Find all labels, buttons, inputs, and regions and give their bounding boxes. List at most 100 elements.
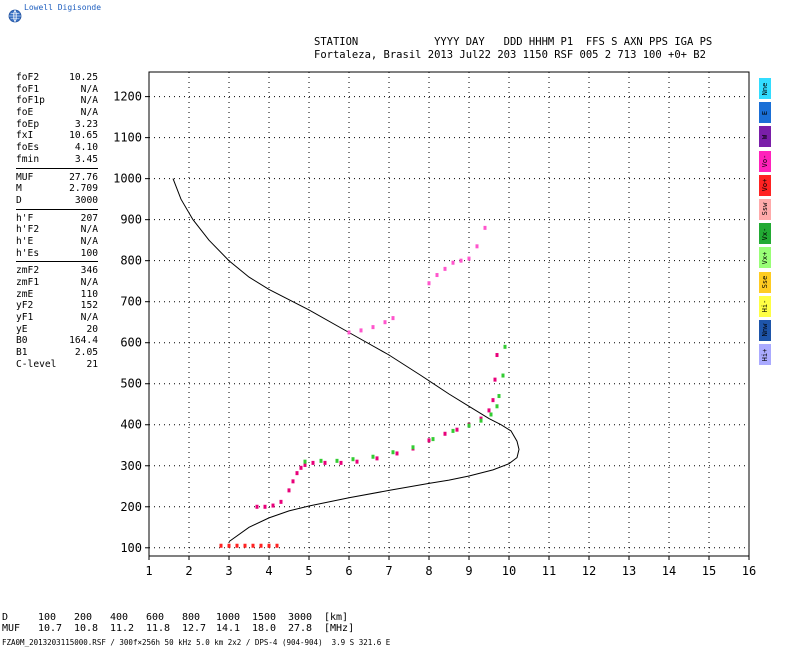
echo-point <box>411 445 415 450</box>
legend-label: Nne <box>761 82 769 95</box>
x-tick-label: 7 <box>385 564 392 578</box>
distance-unit: [km] <box>324 612 349 623</box>
legend-item: Nne <box>759 78 771 99</box>
param-value: 3000 <box>74 194 98 206</box>
echo-point <box>251 543 255 548</box>
param-name: D <box>16 194 22 206</box>
x-tick-label: 1 <box>145 564 152 578</box>
param-row: foEs 4.10 <box>16 142 98 154</box>
echo-point <box>479 418 483 423</box>
echo-point <box>443 431 447 436</box>
param-name: fxI <box>16 130 34 142</box>
y-tick-label: 900 <box>120 213 142 227</box>
x-tick-label: 2 <box>185 564 192 578</box>
echo-point <box>355 459 359 464</box>
param-row: C-level 21 <box>16 359 98 371</box>
echo-point <box>347 330 351 335</box>
param-row: zmE 110 <box>16 289 98 301</box>
echo-point <box>371 325 375 330</box>
param-row: foEp 3.23 <box>16 119 98 131</box>
param-value: 346 <box>80 265 98 277</box>
echo-point <box>243 543 247 548</box>
distance-value: 800 <box>182 612 201 623</box>
param-name: zmF2 <box>16 265 40 277</box>
param-row: foF1 N/A <box>16 84 98 96</box>
legend-item: Vx+ <box>759 247 771 269</box>
muf-value: 11.8 <box>146 623 171 634</box>
echo-point <box>479 416 483 421</box>
echo-point <box>375 456 379 461</box>
distance-value: 100 <box>38 612 57 623</box>
param-value: 2.05 <box>74 347 98 359</box>
echo-point <box>391 316 395 321</box>
distance-row-label: D <box>2 612 9 623</box>
echo-point <box>303 462 307 467</box>
echo-point <box>335 458 339 463</box>
legend-item: W <box>759 126 771 148</box>
echo-point <box>267 543 271 548</box>
x-tick-label: 13 <box>622 564 636 578</box>
param-value: 207 <box>80 212 98 224</box>
param-row: zmF2 346 <box>16 265 98 277</box>
legend-label: Ssw <box>761 203 769 216</box>
param-value: 20 <box>86 323 98 335</box>
echo-point <box>291 479 295 484</box>
echo-point <box>493 377 497 382</box>
param-name: fmin <box>16 153 40 165</box>
distance-value: 1000 <box>216 612 241 623</box>
echo-point <box>275 543 279 548</box>
param-row: M 2.709 <box>16 183 98 195</box>
param-name: h'F <box>16 212 34 224</box>
echo-point <box>487 408 491 413</box>
param-value: N/A <box>80 235 98 247</box>
param-name: zmE <box>16 288 34 300</box>
muf-value: 10.8 <box>74 623 99 634</box>
echo-point <box>475 244 479 249</box>
distance-value: 1500 <box>252 612 277 623</box>
echo-point <box>227 543 231 548</box>
muf-value: 12.7 <box>182 623 207 634</box>
echo-point <box>339 460 343 465</box>
param-name: M <box>16 183 22 195</box>
legend-label: Vo+ <box>761 178 769 192</box>
file-info-footer: FZA0M_2013203115000.RSF / 300f×256h 50 k… <box>2 638 391 647</box>
legend-label: Vx- <box>761 227 769 240</box>
legend-label: W <box>761 134 769 139</box>
echo-point <box>495 353 499 358</box>
muf-value: 11.2 <box>110 623 135 634</box>
y-tick-label: 700 <box>120 295 142 309</box>
echo-point <box>279 499 283 504</box>
echo-point <box>427 281 431 286</box>
echo-point <box>259 543 263 548</box>
echo-point <box>235 543 239 548</box>
x-tick-label: 9 <box>465 564 472 578</box>
param-name: foF2 <box>16 72 40 83</box>
x-tick-label: 5 <box>305 564 312 578</box>
param-row: foF1p N/A <box>16 95 98 107</box>
echo-point <box>371 454 375 459</box>
x-tick-label: 3 <box>225 564 232 578</box>
params-separator <box>16 167 98 169</box>
globe-icon <box>8 9 22 23</box>
param-name: B0 <box>16 335 28 347</box>
param-value: 27.76 <box>69 171 98 183</box>
muf-row-label: MUF <box>2 623 21 634</box>
mode-legend: Nne E W Vo- Vo+ Ssw Vx- Vx+ Sse Hi- Nnw Hi+ <box>759 78 771 368</box>
x-tick-label: 8 <box>425 564 432 578</box>
param-row: h'E N/A <box>16 236 98 248</box>
param-row: fxI 10.65 <box>16 130 98 142</box>
param-name: yF2 <box>16 300 34 312</box>
legend-label: Nnw <box>761 324 769 337</box>
param-name: yF1 <box>16 312 34 324</box>
x-tick-label: 12 <box>582 564 596 578</box>
y-tick-label: 100 <box>120 541 142 555</box>
echo-point <box>383 320 387 325</box>
legend-item: Nnw <box>759 319 771 341</box>
param-name: foE <box>16 107 34 119</box>
echo-point <box>431 437 435 442</box>
param-value: 164.4 <box>69 335 98 347</box>
param-value: 100 <box>80 247 98 259</box>
param-row: B0 164.4 <box>16 335 98 347</box>
param-name: B1 <box>16 347 28 359</box>
